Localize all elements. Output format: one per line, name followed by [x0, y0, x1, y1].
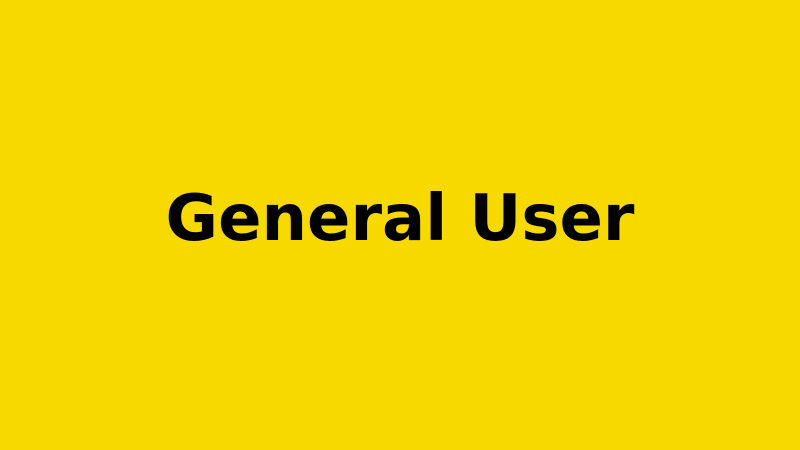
slide-title: General User	[165, 182, 635, 256]
